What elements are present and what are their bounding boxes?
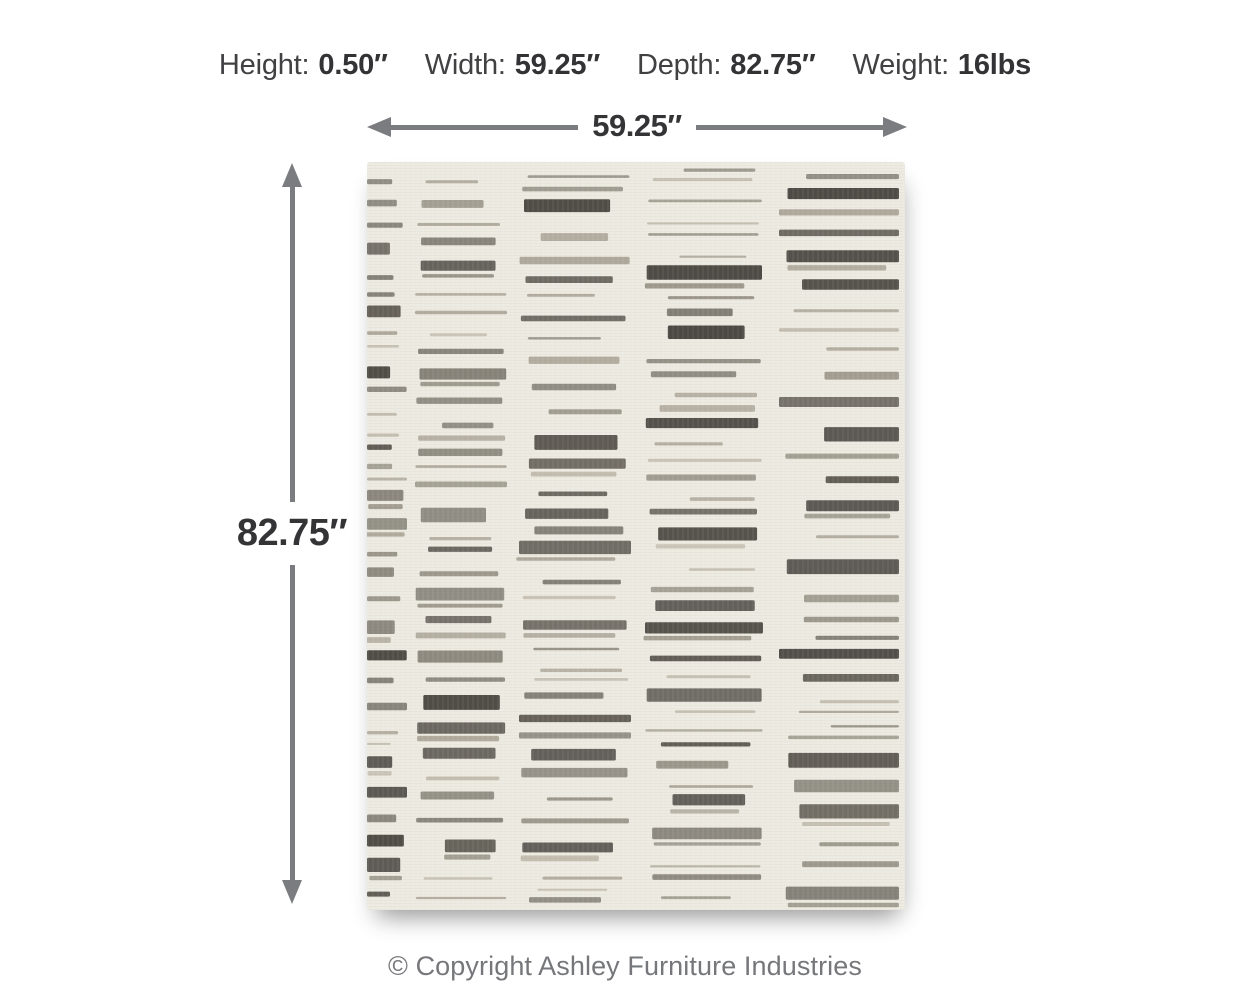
spec-height: Height: 0.50″ xyxy=(219,46,388,84)
spec-depth-label: Depth: xyxy=(637,49,722,81)
dimension-line-top xyxy=(289,187,295,502)
spec-header: Height: 0.50″ Width: 59.25″ Depth: 82.75… xyxy=(0,46,1250,84)
width-dimension-arrow: 59.25″ xyxy=(367,108,907,145)
spec-weight-label: Weight: xyxy=(852,49,950,81)
dimension-line-right xyxy=(695,124,883,130)
arrowhead-up-icon xyxy=(282,163,302,187)
height-dimension-value: 82.75″ xyxy=(236,512,348,554)
copyright-text: © Copyright Ashley Furniture Industries xyxy=(387,951,862,981)
width-dimension-value: 59.25″ xyxy=(592,108,682,143)
dimension-line-bottom xyxy=(289,565,295,880)
spec-weight-value: 16lbs xyxy=(957,49,1032,81)
spec-weight: Weight: 16lbs xyxy=(853,46,1032,84)
rug-pattern-svg xyxy=(367,168,899,908)
height-dimension-arrow: 82.75″ xyxy=(227,163,357,904)
spec-height-value: 0.50″ xyxy=(318,49,388,81)
spec-depth: Depth: 82.75″ xyxy=(637,46,816,84)
rug-image xyxy=(367,162,905,910)
spec-depth-value: 82.75″ xyxy=(730,49,816,81)
spec-width: Width: 59.25″ xyxy=(425,46,600,84)
arrowhead-left-icon xyxy=(367,117,391,137)
arrowhead-right-icon xyxy=(883,117,907,137)
spec-height-label: Height: xyxy=(218,49,310,81)
dimension-line-left xyxy=(391,124,579,130)
spec-width-value: 59.25″ xyxy=(514,49,601,81)
arrowhead-down-icon xyxy=(282,880,302,904)
spec-width-label: Width: xyxy=(424,49,506,81)
